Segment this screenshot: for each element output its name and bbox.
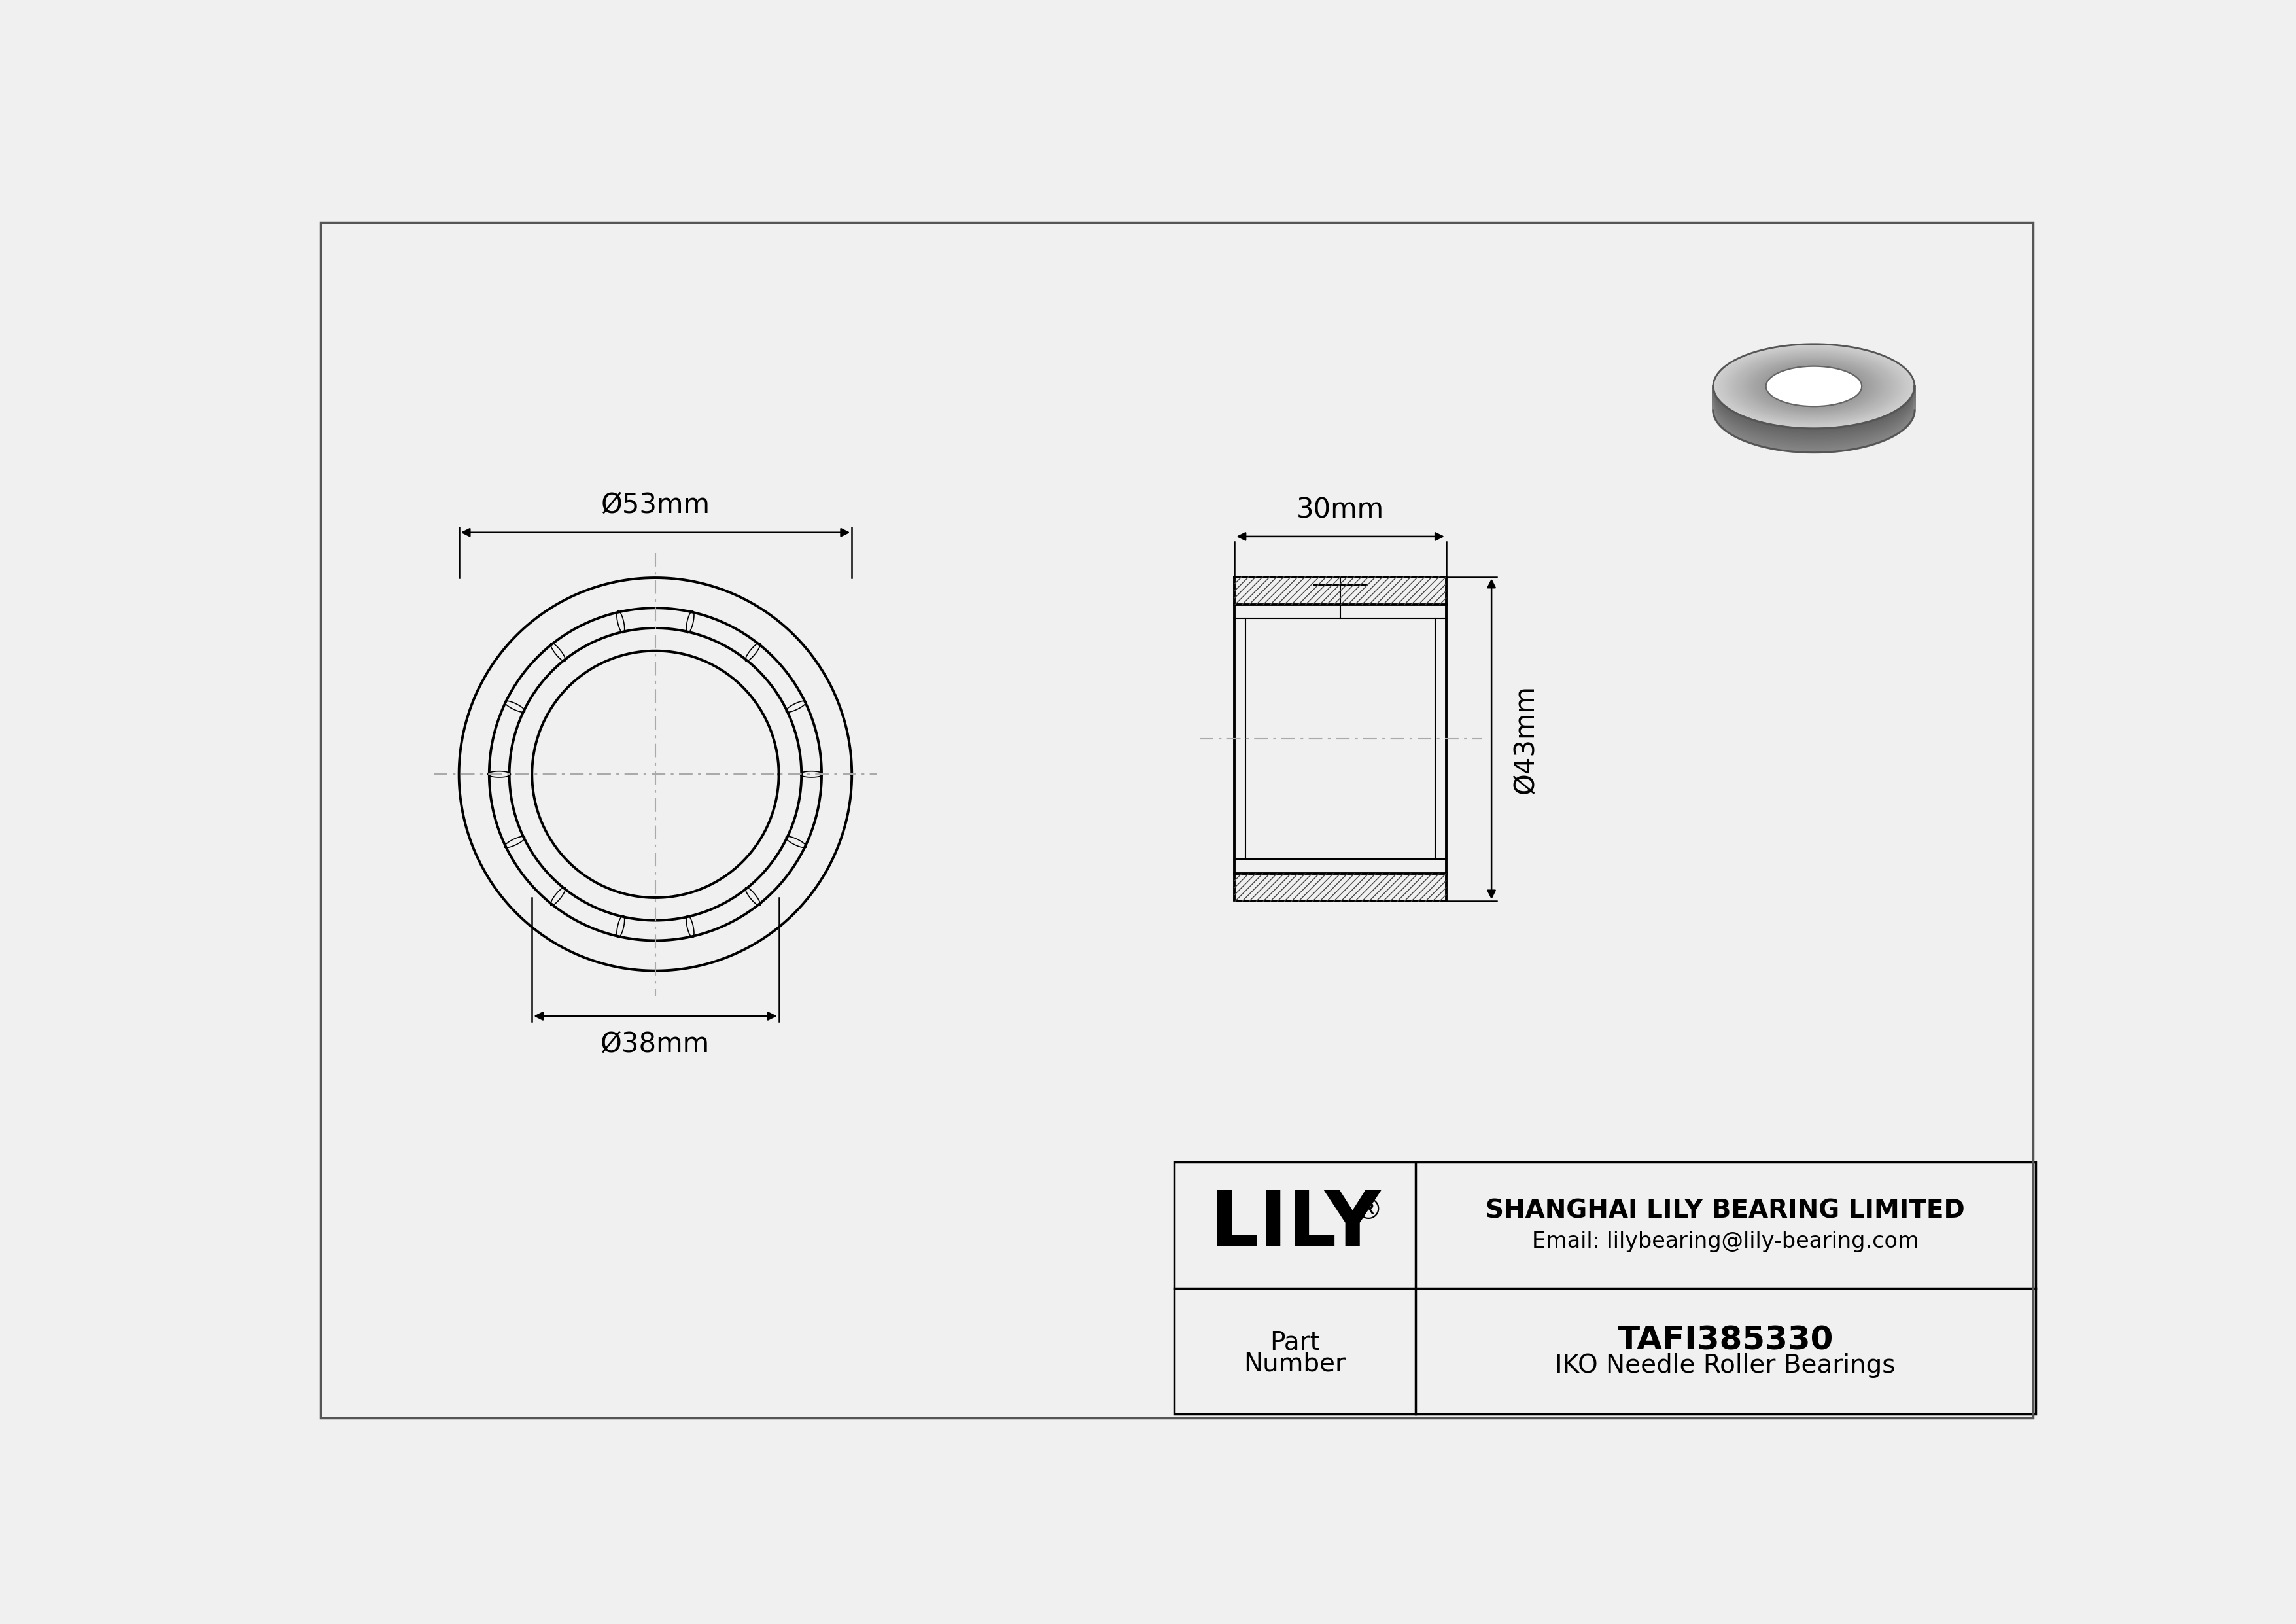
Ellipse shape — [1722, 348, 1906, 425]
Ellipse shape — [1745, 357, 1883, 416]
Text: 30mm: 30mm — [1297, 497, 1384, 525]
Ellipse shape — [1766, 365, 1862, 406]
Text: ®: ® — [1355, 1197, 1382, 1224]
Ellipse shape — [1724, 349, 1903, 424]
Ellipse shape — [1722, 348, 1906, 425]
Ellipse shape — [1766, 367, 1862, 406]
Ellipse shape — [1724, 349, 1903, 424]
Ellipse shape — [1766, 367, 1862, 406]
Text: Ø53mm: Ø53mm — [602, 490, 709, 518]
Ellipse shape — [1759, 364, 1869, 409]
Ellipse shape — [1717, 346, 1910, 427]
Ellipse shape — [1738, 354, 1890, 419]
Ellipse shape — [1745, 357, 1883, 416]
Text: Ø43mm: Ø43mm — [1511, 684, 1538, 794]
Ellipse shape — [1727, 351, 1901, 422]
Ellipse shape — [1752, 361, 1876, 412]
Ellipse shape — [1733, 352, 1894, 421]
Ellipse shape — [1752, 361, 1876, 412]
Ellipse shape — [1736, 352, 1894, 419]
Ellipse shape — [1727, 349, 1901, 424]
Ellipse shape — [1740, 356, 1887, 417]
Ellipse shape — [1713, 344, 1915, 429]
Text: IKO Needle Roller Bearings: IKO Needle Roller Bearings — [1554, 1353, 1896, 1377]
Text: SHANGHAI LILY BEARING LIMITED: SHANGHAI LILY BEARING LIMITED — [1486, 1199, 1965, 1223]
Text: Number: Number — [1244, 1351, 1345, 1376]
Ellipse shape — [1766, 367, 1862, 406]
Ellipse shape — [1743, 356, 1885, 416]
Ellipse shape — [1756, 362, 1871, 411]
Ellipse shape — [1754, 361, 1874, 411]
Ellipse shape — [1729, 351, 1899, 422]
Text: Part: Part — [1270, 1330, 1320, 1354]
Ellipse shape — [1717, 346, 1910, 427]
Ellipse shape — [1738, 354, 1890, 417]
Ellipse shape — [1715, 344, 1913, 429]
Ellipse shape — [1747, 359, 1880, 414]
Ellipse shape — [1731, 351, 1896, 421]
Ellipse shape — [1720, 346, 1908, 425]
Ellipse shape — [1738, 356, 1890, 417]
Ellipse shape — [1722, 348, 1906, 424]
Ellipse shape — [1727, 349, 1901, 422]
Ellipse shape — [1761, 364, 1867, 409]
Ellipse shape — [1733, 352, 1894, 421]
Ellipse shape — [1729, 351, 1899, 422]
Ellipse shape — [1736, 354, 1892, 419]
Ellipse shape — [1715, 344, 1913, 427]
Ellipse shape — [1752, 361, 1876, 412]
Ellipse shape — [1756, 362, 1871, 411]
Ellipse shape — [1750, 359, 1878, 414]
Ellipse shape — [1763, 365, 1864, 408]
Ellipse shape — [1761, 364, 1867, 408]
Ellipse shape — [1763, 365, 1864, 408]
Ellipse shape — [1747, 359, 1880, 414]
Ellipse shape — [1754, 361, 1874, 412]
Ellipse shape — [1715, 346, 1913, 427]
Text: LILY: LILY — [1210, 1187, 1380, 1263]
Ellipse shape — [1731, 352, 1896, 421]
Ellipse shape — [1736, 354, 1892, 419]
Ellipse shape — [1754, 362, 1874, 411]
Ellipse shape — [1743, 356, 1885, 417]
Text: Email: lilybearing@lily-bearing.com: Email: lilybearing@lily-bearing.com — [1531, 1231, 1919, 1252]
Ellipse shape — [1759, 364, 1869, 409]
Text: TAFI385330: TAFI385330 — [1616, 1324, 1835, 1356]
Ellipse shape — [1740, 356, 1887, 417]
Ellipse shape — [1747, 357, 1880, 414]
Ellipse shape — [1750, 359, 1878, 412]
Ellipse shape — [1720, 348, 1908, 425]
Ellipse shape — [1759, 362, 1869, 409]
Text: Ø38mm: Ø38mm — [602, 1030, 709, 1057]
Ellipse shape — [1763, 365, 1864, 408]
Ellipse shape — [1731, 351, 1896, 422]
Ellipse shape — [1717, 346, 1910, 427]
Ellipse shape — [1743, 357, 1885, 416]
